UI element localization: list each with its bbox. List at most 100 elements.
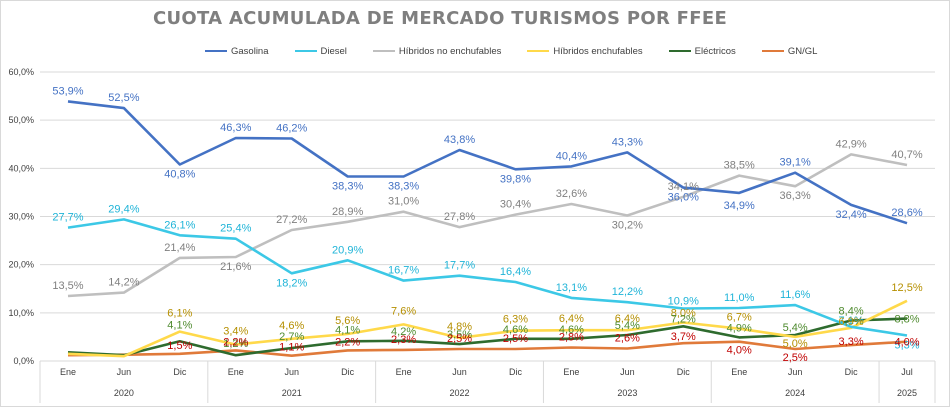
series-line-el-ctricos bbox=[67, 317, 908, 357]
data-label: 5,6% bbox=[335, 315, 360, 327]
data-label: 2,8% bbox=[559, 332, 584, 344]
data-label: 46,2% bbox=[276, 122, 307, 134]
data-label: 21,4% bbox=[164, 242, 195, 254]
series-line-h-bridos-no-enchufables bbox=[67, 153, 908, 298]
data-label: 5,4% bbox=[615, 320, 640, 332]
y-tick-label: 50,0% bbox=[8, 115, 34, 125]
data-label: 38,3% bbox=[388, 181, 419, 193]
year-label: 2020 bbox=[114, 388, 134, 398]
data-label: 25,4% bbox=[220, 223, 251, 235]
y-tick-label: 30,0% bbox=[8, 212, 34, 222]
data-label: 20,9% bbox=[332, 244, 363, 256]
data-label: 16,4% bbox=[500, 266, 531, 278]
data-label: 17,7% bbox=[444, 260, 475, 272]
data-label: 42,9% bbox=[835, 138, 866, 150]
data-label: 2,5% bbox=[447, 333, 472, 345]
data-label: 7,6% bbox=[391, 305, 416, 317]
data-label: 40,4% bbox=[556, 150, 587, 162]
legend-item: Diesel bbox=[294, 44, 347, 58]
legend-swatch bbox=[205, 49, 227, 53]
data-label: 32,4% bbox=[835, 209, 866, 221]
series-line-diesel bbox=[67, 218, 908, 337]
data-label: 40,8% bbox=[164, 168, 195, 180]
data-label: 5,3% bbox=[894, 339, 919, 351]
data-label: 4,1% bbox=[335, 324, 360, 336]
x-tick-label: Dic bbox=[341, 367, 354, 377]
data-label: 36,3% bbox=[780, 190, 811, 202]
data-label: 4,9% bbox=[727, 322, 752, 334]
data-label: 5,0% bbox=[783, 338, 808, 350]
x-tick-label: Dic bbox=[509, 367, 522, 377]
legend-item: Híbridos enchufables bbox=[527, 44, 643, 58]
year-label: 2021 bbox=[282, 388, 302, 398]
data-label: 32,6% bbox=[556, 188, 587, 200]
data-label: 6,9% bbox=[839, 316, 864, 328]
data-label: 2,2% bbox=[223, 336, 248, 348]
data-label: 27,8% bbox=[444, 211, 475, 223]
x-tick-label: Jun bbox=[452, 367, 467, 377]
year-label: 2023 bbox=[617, 388, 637, 398]
data-label: 6,7% bbox=[727, 312, 752, 324]
data-label: 3,7% bbox=[671, 331, 696, 343]
data-label: 4,8% bbox=[447, 321, 472, 333]
series-line-gasolina bbox=[67, 100, 908, 225]
data-label: 28,9% bbox=[332, 206, 363, 218]
data-label: 1,5% bbox=[167, 340, 192, 352]
data-label: 52,5% bbox=[108, 92, 139, 104]
data-label: 27,7% bbox=[52, 212, 83, 224]
data-label: 8,0% bbox=[671, 307, 696, 319]
data-label: 12,5% bbox=[891, 282, 922, 294]
data-label: 3,4% bbox=[223, 326, 248, 338]
x-tick-label: Dic bbox=[845, 367, 858, 377]
x-tick-label: Ene bbox=[563, 367, 579, 377]
chart-title: CUOTA ACUMULADA DE MERCADO TURISMOS POR … bbox=[152, 8, 728, 29]
data-label: 7,2% bbox=[671, 313, 696, 325]
legend-label: GN/GL bbox=[787, 45, 818, 57]
data-label: 5,4% bbox=[783, 322, 808, 334]
x-tick-label: Jun bbox=[117, 367, 132, 377]
data-label: 13,1% bbox=[556, 282, 587, 294]
data-label: 14,2% bbox=[108, 277, 139, 289]
data-label: 34,9% bbox=[724, 200, 755, 212]
data-label: 39,8% bbox=[500, 173, 531, 185]
y-tick-label: 10,0% bbox=[8, 308, 34, 318]
data-label: 6,4% bbox=[615, 313, 640, 325]
y-tick-label: 0,0% bbox=[13, 356, 34, 366]
data-label: 38,5% bbox=[724, 160, 755, 172]
x-tick-label: Jun bbox=[620, 367, 635, 377]
data-label: 13,5% bbox=[52, 280, 83, 292]
data-label: 7,1% bbox=[839, 315, 864, 327]
y-tick-label: 60,0% bbox=[8, 67, 34, 77]
data-label: 31,0% bbox=[388, 196, 419, 208]
legend-label: Híbridos enchufables bbox=[553, 45, 643, 57]
data-label: 38,3% bbox=[332, 181, 363, 193]
data-label: 26,1% bbox=[164, 219, 195, 231]
legend-swatch bbox=[372, 49, 395, 53]
data-label: 4,0% bbox=[727, 345, 752, 357]
series-line-h-bridos-enchufables bbox=[67, 299, 908, 358]
data-label: 6,4% bbox=[559, 313, 584, 325]
legend-label: Diesel bbox=[320, 45, 347, 57]
x-tick-label: Dic bbox=[173, 367, 186, 377]
x-tick-label: Jun bbox=[284, 367, 299, 377]
data-label: 11,0% bbox=[724, 292, 755, 304]
data-label: 1,1% bbox=[279, 342, 304, 354]
data-label: 18,2% bbox=[276, 277, 307, 289]
data-label: 3,3% bbox=[839, 336, 864, 348]
data-label: 4,0% bbox=[894, 337, 919, 349]
data-label: 27,2% bbox=[276, 214, 307, 226]
legend-swatch bbox=[761, 49, 784, 53]
legend-item: GN/GL bbox=[761, 44, 818, 58]
data-label: 6,1% bbox=[167, 308, 192, 320]
data-label: 4,1% bbox=[167, 319, 192, 331]
data-label: 6,3% bbox=[503, 314, 528, 326]
data-label: 29,4% bbox=[108, 203, 139, 215]
legend-swatch bbox=[527, 49, 550, 53]
x-tick-label: Jun bbox=[788, 367, 803, 377]
data-label: 34,1% bbox=[668, 181, 699, 193]
data-label: 36,0% bbox=[668, 192, 699, 204]
series-line-gn-gl bbox=[67, 340, 908, 358]
data-label: 21,6% bbox=[220, 261, 251, 273]
legend-label: Gasolina bbox=[231, 45, 269, 57]
